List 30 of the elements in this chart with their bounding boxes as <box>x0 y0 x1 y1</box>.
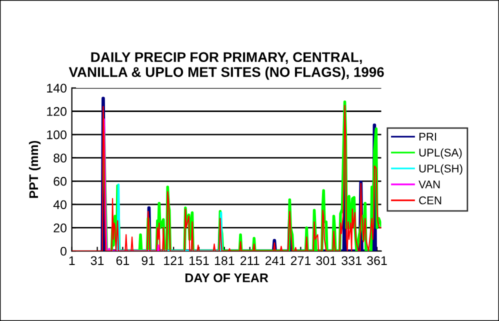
legend-label: UPL(SH) <box>419 164 462 175</box>
x-tick-label: 91 <box>142 256 154 266</box>
legend-label: UPL(SA) <box>419 148 462 159</box>
x-tick-label: 1 <box>69 256 75 265</box>
x-tick-label: 271 <box>290 256 311 265</box>
y-tick-label: 80 <box>54 154 67 162</box>
y-tick-label: 60 <box>54 176 67 186</box>
x-tick-label: 181 <box>214 256 234 266</box>
y-tick-label: 120 <box>47 107 67 116</box>
y-tick-label: 40 <box>53 200 67 210</box>
chart-title: DAILY PRECIP FOR PRIMARY, CENTRAL, VANILLA & UPLO MET SITES (NO FLAGS), 1996 <box>68 52 384 80</box>
y-tick-label: 100 <box>47 130 67 140</box>
x-tick-label: 121 <box>164 256 184 265</box>
x-axis-title: DAY OF YEAR <box>185 273 268 282</box>
line-series <box>103 118 160 252</box>
x-tick-label: 31 <box>90 256 104 266</box>
x-tick-label: 61 <box>116 256 130 266</box>
legend-label: PRI <box>419 132 436 141</box>
x-tick-label: 301 <box>316 256 336 266</box>
x-tick-label: 361 <box>367 256 387 266</box>
y-tick-label: 140 <box>47 84 67 93</box>
y-tick-label: 20 <box>54 224 67 232</box>
y-axis-title: PPT (mm) <box>28 140 41 198</box>
x-tick-label: 211 <box>240 256 260 265</box>
x-tick-label: 151 <box>190 256 209 266</box>
x-tick-label: 241 <box>265 256 286 265</box>
legend-label: VAN <box>418 180 440 188</box>
x-tick-label: 331 <box>342 256 362 266</box>
legend-label: CEN <box>419 196 442 204</box>
y-tick-label: 0 <box>60 246 67 256</box>
